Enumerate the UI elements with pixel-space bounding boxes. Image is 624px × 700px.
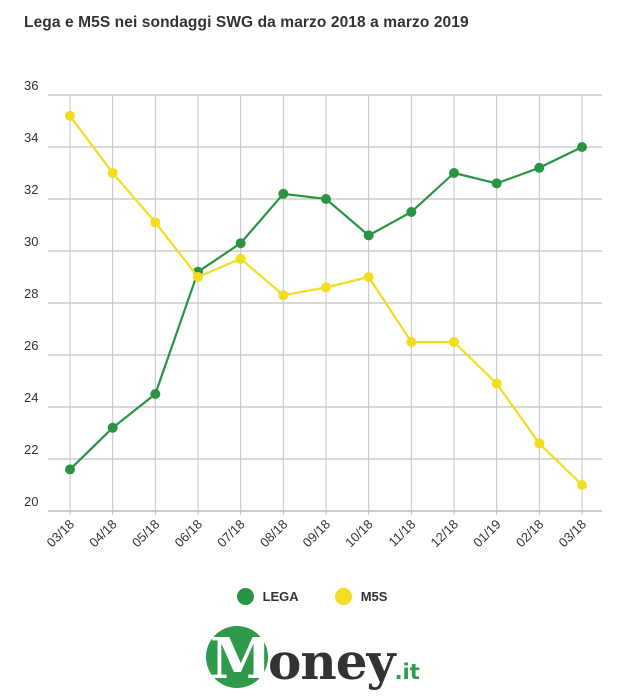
x-tick-label: 07/18 <box>214 517 248 551</box>
y-tick-label: 32 <box>24 182 38 197</box>
data-point-lega <box>534 162 545 173</box>
x-tick-label: 05/18 <box>129 517 163 551</box>
x-tick-label: 10/18 <box>342 517 376 551</box>
x-tick-label: 12/18 <box>428 517 462 551</box>
data-point-lega <box>107 422 118 433</box>
data-point-lega <box>278 188 289 199</box>
data-point-m5s <box>65 110 75 121</box>
x-axis: 03/18 04/18 05/18 06/18 07/18 08/18 09/18 10/18… <box>44 517 590 551</box>
data-point-lega <box>363 230 374 241</box>
y-tick-label: 34 <box>24 130 38 145</box>
x-tick-label: 04/18 <box>86 517 120 551</box>
data-point-m5s <box>193 272 203 282</box>
data-point-m5s <box>577 480 587 490</box>
grid-lines <box>48 94 602 515</box>
y-axis: 20 22 24 26 28 30 32 34 36 <box>24 78 38 509</box>
data-point-m5s <box>278 290 289 301</box>
chart-title: Lega e M5S nei sondaggi SWG da marzo 201… <box>24 14 469 31</box>
y-tick-label: 24 <box>24 390 38 405</box>
legend-marker-m5s <box>334 588 352 605</box>
data-point-m5s <box>534 438 545 449</box>
data-point-m5s <box>363 272 374 282</box>
legend-label-lega: LEGA <box>262 589 299 604</box>
series-group <box>65 110 587 490</box>
data-point-lega <box>150 389 161 399</box>
data-point-m5s <box>107 168 118 178</box>
y-tick-label: 30 <box>24 234 38 249</box>
data-point-m5s <box>150 217 161 228</box>
logo-initial: M <box>210 626 272 692</box>
y-tick-label: 22 <box>24 442 38 457</box>
x-tick-label: 09/18 <box>300 517 334 551</box>
logo-suffix: .it <box>394 660 420 684</box>
data-point-lega <box>577 142 587 152</box>
legend-item-lega[interactable]: LEGA <box>236 588 299 605</box>
legend-label-m5s: M5S <box>360 589 388 604</box>
data-point-m5s <box>321 282 331 293</box>
legend-marker-lega <box>236 588 254 605</box>
y-tick-label: 28 <box>24 286 38 301</box>
data-point-lega <box>491 178 502 189</box>
data-point-m5s <box>491 378 502 389</box>
logo-circle <box>206 626 268 688</box>
money-it-logo: M oney.it <box>206 626 426 696</box>
x-tick-label: 02/18 <box>513 517 547 551</box>
data-point-m5s <box>449 337 459 347</box>
x-tick-label: 11/18 <box>386 517 419 550</box>
data-point-lega <box>65 464 75 475</box>
data-point-m5s <box>406 337 417 347</box>
data-point-m5s <box>235 253 246 264</box>
y-tick-label: 20 <box>24 494 38 509</box>
data-point-lega <box>235 238 246 249</box>
logo-wordmark: oney.it <box>268 634 420 700</box>
legend-item-m5s[interactable]: M5S <box>334 588 388 605</box>
legend: LEGA M5S <box>0 588 624 605</box>
x-tick-label: 01/19 <box>470 517 504 551</box>
y-tick-label: 26 <box>24 338 38 353</box>
data-point-lega <box>321 194 331 204</box>
y-tick-label: 36 <box>24 78 38 93</box>
x-tick-label: 06/18 <box>172 517 206 551</box>
data-point-lega <box>449 168 459 178</box>
x-tick-label: 03/18 <box>44 517 78 551</box>
x-tick-label: 03/18 <box>556 517 590 551</box>
data-point-lega <box>406 207 417 217</box>
logo-word: oney <box>268 632 396 691</box>
x-tick-label: 08/18 <box>257 517 291 551</box>
